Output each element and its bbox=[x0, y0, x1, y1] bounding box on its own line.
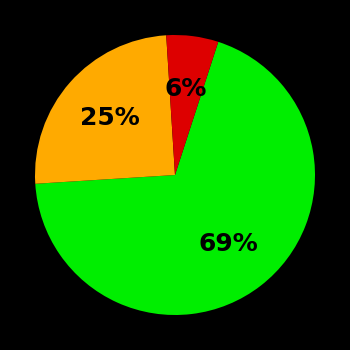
Text: 69%: 69% bbox=[198, 232, 258, 256]
Wedge shape bbox=[35, 35, 175, 184]
Text: 25%: 25% bbox=[80, 106, 140, 130]
Wedge shape bbox=[166, 35, 218, 175]
Text: 6%: 6% bbox=[165, 77, 207, 101]
Wedge shape bbox=[35, 42, 315, 315]
